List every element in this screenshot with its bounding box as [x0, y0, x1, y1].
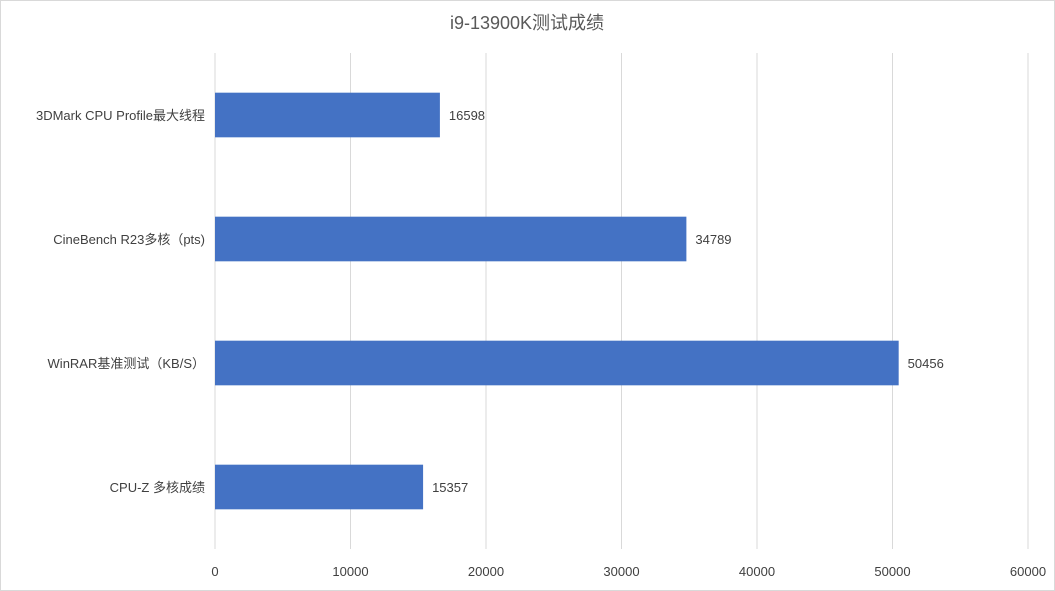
category-label: WinRAR基准测试（KB/S）: [48, 356, 205, 371]
labels: 0 10000 20000 30000 40000 50000 60000 16598 3DMa…: [36, 108, 1046, 579]
x-tick-label: 50000: [874, 564, 910, 579]
x-tick-label: 40000: [739, 564, 775, 579]
chart-title: i9-13900K测试成绩: [450, 13, 604, 33]
bar: [215, 464, 424, 510]
x-tick-label: 60000: [1010, 564, 1046, 579]
category-label: 3DMark CPU Profile最大线程: [36, 108, 205, 123]
bar: [215, 216, 687, 262]
data-label: 34789: [695, 232, 731, 247]
bars: [215, 92, 899, 510]
category-label: CPU-Z 多核成绩: [110, 480, 205, 495]
category-label: CineBench R23多核（pts): [53, 232, 205, 247]
bar: [215, 92, 440, 138]
x-tick-label: 10000: [332, 564, 368, 579]
bar: [215, 340, 899, 386]
data-label: 50456: [908, 356, 944, 371]
x-tick-label: 20000: [468, 564, 504, 579]
x-tick-label: 0: [211, 564, 218, 579]
data-label: 16598: [449, 108, 485, 123]
data-label: 15357: [432, 480, 468, 495]
x-tick-label: 30000: [603, 564, 639, 579]
